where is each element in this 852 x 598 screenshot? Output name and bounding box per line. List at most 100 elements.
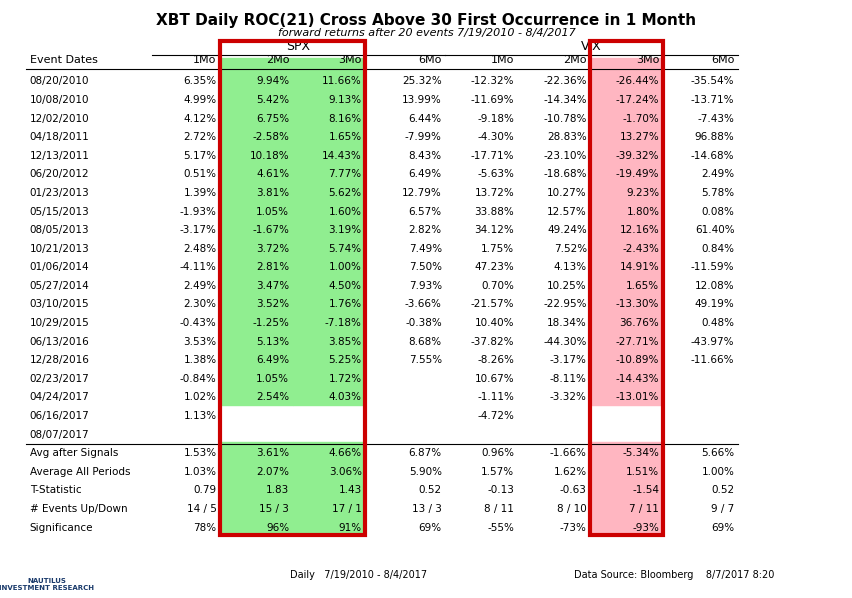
Text: -1.11%: -1.11% (477, 392, 514, 402)
Text: 0.08%: 0.08% (700, 206, 734, 216)
Text: 5.42%: 5.42% (256, 95, 289, 105)
Text: 12/28/2016: 12/28/2016 (30, 355, 89, 365)
Text: 10/08/2010: 10/08/2010 (30, 95, 89, 105)
Text: Significance: Significance (30, 523, 93, 533)
Text: 1.65%: 1.65% (625, 281, 659, 291)
Bar (292, 349, 365, 368)
Text: 47.23%: 47.23% (474, 263, 514, 272)
Text: 12.16%: 12.16% (619, 225, 659, 235)
Text: -5.63%: -5.63% (477, 169, 514, 179)
Bar (590, 71, 662, 89)
Text: 13 / 3: 13 / 3 (412, 504, 441, 514)
Text: 6Mo: 6Mo (711, 55, 734, 65)
Text: Average All Periods: Average All Periods (30, 467, 130, 477)
Text: -11.59%: -11.59% (690, 263, 734, 272)
Text: 01/23/2013: 01/23/2013 (30, 188, 89, 198)
Text: 06/20/2012: 06/20/2012 (30, 169, 89, 179)
Text: 10.27%: 10.27% (547, 188, 586, 198)
Text: 2.81%: 2.81% (256, 263, 289, 272)
Text: 01/06/2014: 01/06/2014 (30, 263, 89, 272)
Bar (220, 126, 292, 145)
Bar (292, 71, 365, 89)
Text: 14 / 5: 14 / 5 (187, 504, 216, 514)
Text: -55%: -55% (486, 523, 514, 533)
Text: -14.34%: -14.34% (543, 95, 586, 105)
Text: -43.97%: -43.97% (690, 337, 734, 347)
Text: SPX: SPX (286, 40, 310, 53)
Text: -3.17%: -3.17% (180, 225, 216, 235)
Bar (220, 201, 292, 219)
Text: 14.91%: 14.91% (619, 263, 659, 272)
Text: 10.18%: 10.18% (250, 151, 289, 161)
Text: -0.63: -0.63 (559, 486, 586, 495)
Text: 4.61%: 4.61% (256, 169, 289, 179)
Text: 08/07/2017: 08/07/2017 (30, 429, 89, 440)
Bar (220, 312, 292, 331)
Text: 3.06%: 3.06% (328, 467, 361, 477)
Text: -4.30%: -4.30% (477, 132, 514, 142)
Bar (292, 387, 365, 405)
Text: 12.79%: 12.79% (401, 188, 441, 198)
Text: -12.32%: -12.32% (470, 77, 514, 86)
Text: 2.49%: 2.49% (700, 169, 734, 179)
Text: 06/13/2016: 06/13/2016 (30, 337, 89, 347)
Bar (220, 294, 292, 312)
Text: -8.11%: -8.11% (550, 374, 586, 384)
Text: 8.68%: 8.68% (408, 337, 441, 347)
Text: -13.30%: -13.30% (615, 300, 659, 310)
Text: 7.50%: 7.50% (408, 263, 441, 272)
Text: -1.25%: -1.25% (252, 318, 289, 328)
Bar (292, 275, 365, 294)
Text: 05/15/2013: 05/15/2013 (30, 206, 89, 216)
Text: -19.49%: -19.49% (615, 169, 659, 179)
Text: 0.51%: 0.51% (183, 169, 216, 179)
Bar (292, 145, 365, 163)
Text: 4.99%: 4.99% (183, 95, 216, 105)
Text: 1.83: 1.83 (266, 486, 289, 495)
Text: 6.49%: 6.49% (408, 169, 441, 179)
Text: 9.13%: 9.13% (328, 95, 361, 105)
Text: 3.53%: 3.53% (183, 337, 216, 347)
Text: 1.05%: 1.05% (256, 374, 289, 384)
Text: 14.43%: 14.43% (321, 151, 361, 161)
Bar (590, 480, 662, 498)
Text: 1.05%: 1.05% (256, 206, 289, 216)
Text: -11.69%: -11.69% (470, 95, 514, 105)
Text: 34.12%: 34.12% (474, 225, 514, 235)
Text: -2.43%: -2.43% (622, 244, 659, 254)
Text: 49.24%: 49.24% (546, 225, 586, 235)
Bar (590, 349, 662, 368)
Text: -5.34%: -5.34% (622, 448, 659, 458)
Text: -21.57%: -21.57% (470, 300, 514, 310)
Text: 1.65%: 1.65% (328, 132, 361, 142)
Text: -13.01%: -13.01% (615, 392, 659, 402)
Text: 03/10/2015: 03/10/2015 (30, 300, 89, 310)
Text: 4.50%: 4.50% (328, 281, 361, 291)
Text: 10.25%: 10.25% (547, 281, 586, 291)
Text: -11.66%: -11.66% (690, 355, 734, 365)
Text: 3.61%: 3.61% (256, 448, 289, 458)
Text: 7.77%: 7.77% (328, 169, 361, 179)
Text: 0.84%: 0.84% (700, 244, 734, 254)
Text: -4.72%: -4.72% (477, 411, 514, 421)
Text: 12.57%: 12.57% (546, 206, 586, 216)
Text: 9 / 7: 9 / 7 (711, 504, 734, 514)
Bar (220, 275, 292, 294)
Bar (292, 368, 365, 387)
Text: 02/23/2017: 02/23/2017 (30, 374, 89, 384)
Text: VIX: VIX (580, 40, 602, 53)
Bar (590, 126, 662, 145)
Bar (220, 331, 292, 349)
Bar (292, 517, 365, 535)
Text: 12/13/2011: 12/13/2011 (30, 151, 89, 161)
Text: T-Statistic: T-Statistic (30, 486, 82, 495)
Bar (590, 108, 662, 126)
Bar (292, 312, 365, 331)
Text: 7 / 11: 7 / 11 (629, 504, 659, 514)
Text: -17.71%: -17.71% (470, 151, 514, 161)
Text: 10/21/2013: 10/21/2013 (30, 244, 89, 254)
Text: 1.57%: 1.57% (481, 467, 514, 477)
Text: 8 / 11: 8 / 11 (484, 504, 514, 514)
Text: -7.99%: -7.99% (405, 132, 441, 142)
Text: 2.48%: 2.48% (183, 244, 216, 254)
